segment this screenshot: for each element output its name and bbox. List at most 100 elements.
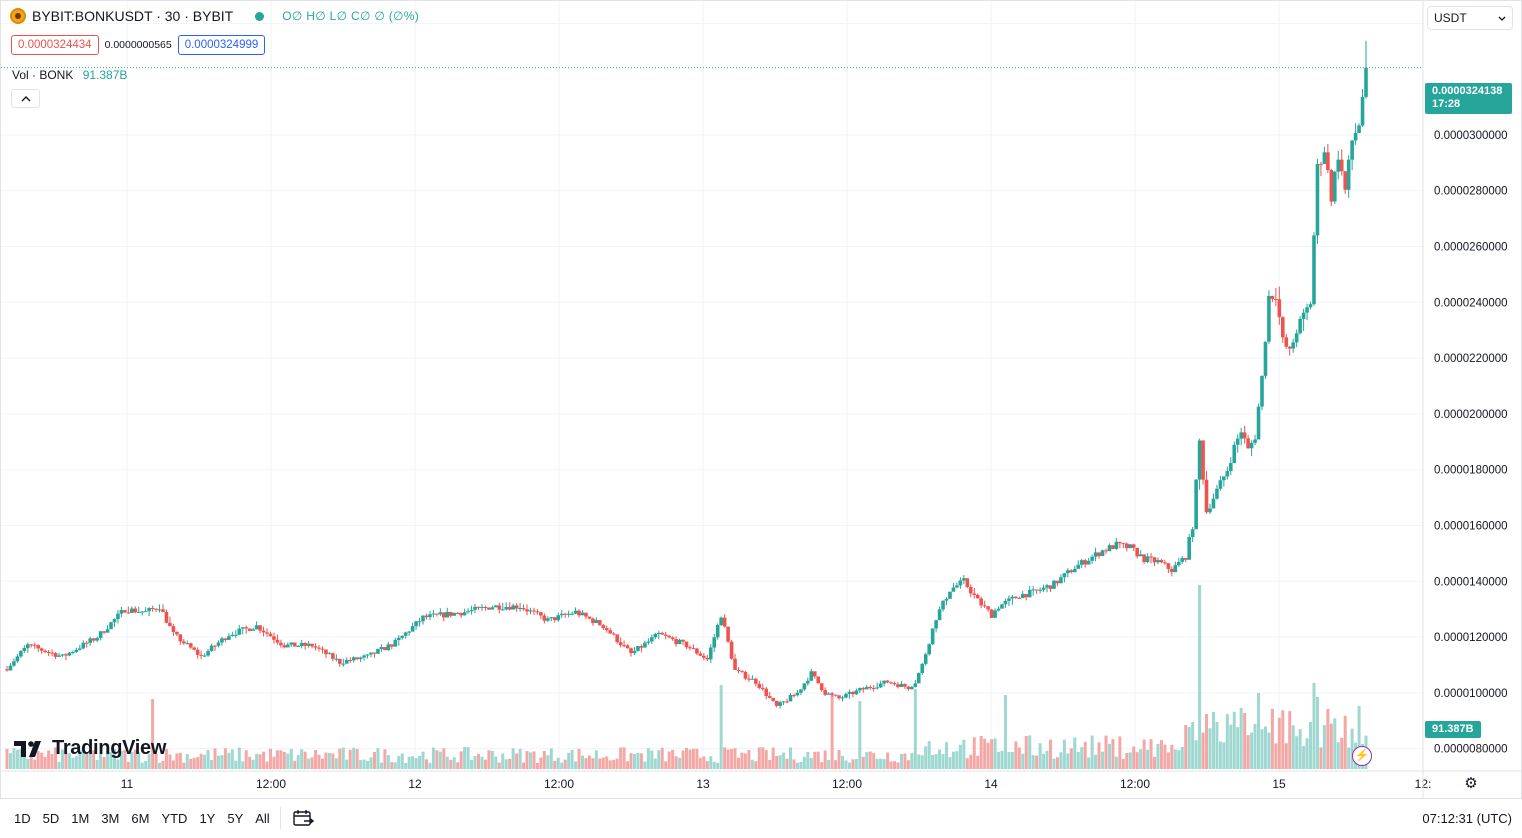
candle-body bbox=[729, 641, 734, 659]
candle-body bbox=[1114, 541, 1119, 549]
utc-clock[interactable]: 07:12:31 (UTC) bbox=[1422, 811, 1512, 826]
candle-body bbox=[695, 648, 699, 654]
settings-gear-icon[interactable]: ⚙ bbox=[1464, 775, 1478, 792]
volume-bar bbox=[889, 761, 893, 769]
candle-body bbox=[663, 634, 668, 636]
candle-body bbox=[1277, 299, 1282, 318]
volume-bar bbox=[1319, 747, 1323, 769]
candle-body bbox=[1291, 342, 1295, 349]
candle-body bbox=[57, 655, 61, 657]
candle-body bbox=[164, 611, 169, 623]
volume-bar bbox=[418, 755, 422, 769]
volume-bar bbox=[355, 749, 359, 769]
range-3m[interactable]: 3M bbox=[101, 811, 120, 826]
candle-body bbox=[178, 634, 183, 642]
sell-price-button[interactable]: 0.0000324434 bbox=[11, 35, 99, 55]
collapse-legend-button[interactable] bbox=[11, 89, 40, 108]
candle-body bbox=[74, 649, 79, 653]
candle-body bbox=[8, 665, 13, 671]
buy-price-button[interactable]: 0.0000324999 bbox=[177, 35, 266, 55]
volume-bar bbox=[99, 753, 103, 769]
candle-body bbox=[431, 613, 436, 615]
candle-body bbox=[348, 660, 353, 662]
volume-bar bbox=[119, 750, 123, 769]
tradingview-logo[interactable]: TradingView bbox=[14, 737, 166, 760]
candle-body bbox=[123, 610, 127, 613]
volume-bar bbox=[60, 749, 64, 769]
lightning-icon[interactable]: ⚡ bbox=[1352, 746, 1372, 766]
volume-bar bbox=[168, 754, 172, 769]
volume-bar bbox=[820, 762, 824, 769]
volume-bar bbox=[1073, 737, 1077, 769]
volume-bar bbox=[657, 750, 661, 769]
range-1d[interactable]: 1D bbox=[14, 811, 31, 826]
volume-label[interactable]: Vol · BONK bbox=[12, 68, 74, 82]
range-1y[interactable]: 1Y bbox=[199, 811, 216, 826]
volume-bar bbox=[1350, 728, 1354, 769]
volume-bar bbox=[393, 762, 397, 769]
range-5d[interactable]: 5D bbox=[42, 811, 60, 826]
candle-body bbox=[376, 649, 380, 654]
candle-body bbox=[442, 612, 446, 618]
range-1m[interactable]: 1M bbox=[71, 811, 90, 826]
candle-body bbox=[757, 683, 762, 689]
candle-body bbox=[521, 608, 526, 610]
candle-body bbox=[903, 683, 907, 687]
time-tick-label: 12:00 bbox=[256, 777, 286, 791]
candle-body bbox=[795, 692, 800, 696]
volume-bar bbox=[632, 754, 636, 769]
volume-bar bbox=[1090, 735, 1094, 769]
price-tick-label: 0.0000120000 bbox=[1434, 632, 1508, 644]
candle-body bbox=[1253, 439, 1257, 443]
candle-body bbox=[407, 631, 411, 633]
market-status-icon[interactable] bbox=[255, 11, 265, 21]
candle-body bbox=[497, 605, 502, 610]
volume-bar bbox=[1052, 758, 1056, 769]
price-tick-label: 0.0000300000 bbox=[1434, 130, 1508, 142]
trade-buttons: 0.0000324434 0.0000000565 0.0000324999 bbox=[11, 35, 266, 55]
symbol-title[interactable]: BYBIT:BONKUSDT · 30 · BYBIT bbox=[32, 8, 234, 24]
volume-bar bbox=[1267, 732, 1271, 769]
candle-body bbox=[681, 639, 685, 642]
volume-bar bbox=[1260, 729, 1264, 769]
range-5y[interactable]: 5Y bbox=[227, 811, 244, 826]
volume-bar bbox=[938, 749, 942, 769]
range-all[interactable]: All bbox=[255, 811, 270, 826]
candle-body bbox=[1076, 564, 1081, 569]
candle-body bbox=[126, 612, 131, 614]
volume-bar bbox=[1201, 732, 1205, 769]
candle-body bbox=[878, 683, 883, 688]
candle-body bbox=[674, 639, 678, 645]
candle-body bbox=[1228, 463, 1233, 472]
volume-bar bbox=[1239, 707, 1243, 769]
volume-bar bbox=[539, 757, 543, 769]
volume-bar bbox=[1180, 746, 1184, 769]
currency-select[interactable]: USDT bbox=[1427, 6, 1513, 30]
volume-bar bbox=[577, 748, 581, 769]
price-tick-label: 0.0000240000 bbox=[1434, 297, 1508, 309]
candle-body bbox=[750, 678, 755, 680]
volume-bar bbox=[1024, 736, 1028, 769]
volume-bar bbox=[272, 756, 276, 769]
candle-body bbox=[650, 637, 654, 642]
volume-bar bbox=[799, 761, 803, 769]
volume-bar bbox=[560, 762, 564, 769]
range-6m[interactable]: 6M bbox=[131, 811, 150, 826]
candle-body bbox=[951, 587, 956, 592]
candle-body bbox=[771, 697, 775, 701]
candle-body bbox=[140, 611, 145, 613]
candle-body bbox=[116, 613, 120, 620]
range-ytd[interactable]: YTD bbox=[161, 811, 188, 826]
candle-body bbox=[1326, 152, 1330, 171]
volume-bar bbox=[397, 756, 401, 769]
volume-bar bbox=[653, 758, 657, 769]
candle-body bbox=[1145, 556, 1150, 563]
volume-bar bbox=[286, 753, 290, 769]
volume-bar bbox=[601, 757, 605, 769]
candle-body bbox=[303, 642, 307, 646]
go-to-date-icon[interactable] bbox=[292, 808, 314, 828]
price-chart[interactable]: 0.00003400000.00003000000.00002800000.00… bbox=[1, 1, 1522, 799]
candle-body bbox=[254, 625, 259, 630]
volume-bar bbox=[1069, 748, 1073, 769]
